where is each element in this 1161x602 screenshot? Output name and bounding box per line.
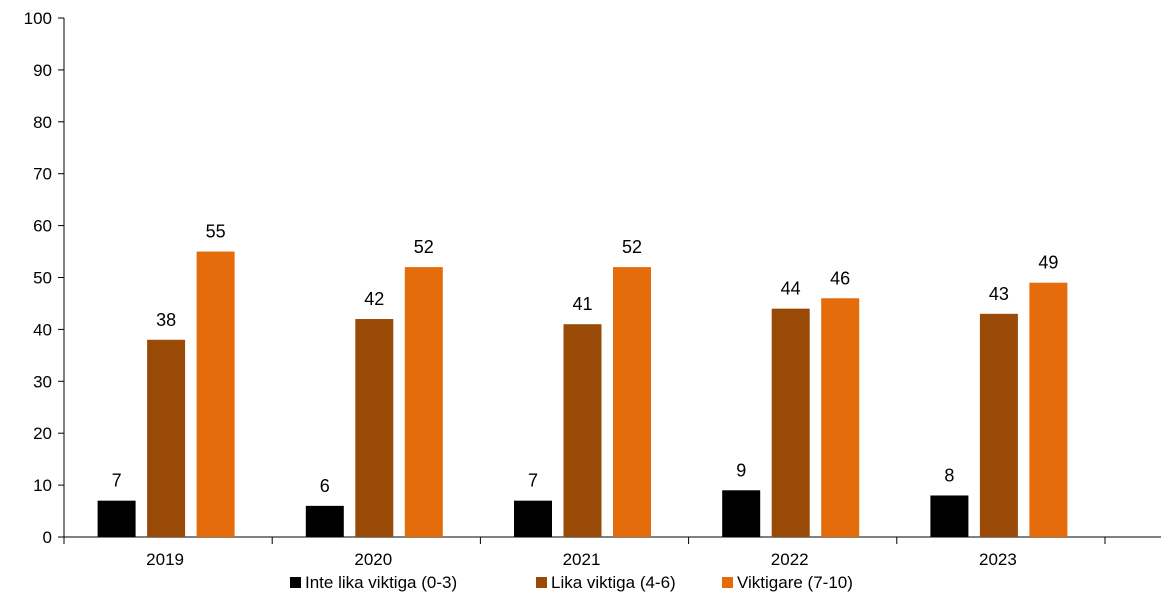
bar <box>147 339 186 537</box>
legend-swatch <box>290 577 301 588</box>
x-tick-label: 2022 <box>771 550 809 569</box>
y-tick-label: 50 <box>33 269 52 288</box>
bar <box>930 495 969 537</box>
data-label: 41 <box>572 294 592 314</box>
legend-swatch <box>536 577 547 588</box>
data-label: 52 <box>414 237 434 257</box>
bar <box>1029 282 1068 537</box>
data-label: 38 <box>156 310 176 330</box>
data-label: 8 <box>944 465 954 485</box>
y-tick-label: 20 <box>33 424 52 443</box>
data-label: 46 <box>830 268 850 288</box>
bar <box>821 298 860 537</box>
data-label: 7 <box>528 471 538 491</box>
y-tick-label: 80 <box>33 113 52 132</box>
y-tick-label: 30 <box>33 372 52 391</box>
data-label: 6 <box>320 476 330 496</box>
legend-label: Viktigare (7-10) <box>737 573 853 592</box>
data-label: 9 <box>736 460 746 480</box>
y-tick-label: 100 <box>24 9 52 28</box>
y-tick-label: 10 <box>33 476 52 495</box>
bars <box>97 251 1068 538</box>
legend-label: Inte lika viktiga (0-3) <box>305 573 457 592</box>
bar <box>563 324 602 537</box>
y-tick-label: 60 <box>33 217 52 236</box>
x-tick-label: 2021 <box>563 550 601 569</box>
bar <box>979 313 1018 537</box>
x-tick-label: 2019 <box>146 550 184 569</box>
data-label: 55 <box>206 222 226 242</box>
data-label: 7 <box>112 471 122 491</box>
bar <box>613 267 651 537</box>
data-label: 52 <box>622 237 642 257</box>
bar <box>722 490 761 537</box>
y-tick-label: 70 <box>33 165 52 184</box>
bar <box>196 251 235 538</box>
legend-label: Lika viktiga (4-6) <box>551 573 676 592</box>
bar <box>514 500 552 537</box>
y-tick-label: 0 <box>43 528 52 547</box>
bar <box>305 505 344 537</box>
data-label: 42 <box>364 289 384 309</box>
legend: Inte lika viktiga (0-3) Lika viktiga (4-6… <box>290 573 853 592</box>
x-tick-label: 2023 <box>979 550 1017 569</box>
x-tick-label: 2020 <box>354 550 392 569</box>
bar <box>404 267 443 537</box>
y-tick-label: 40 <box>33 320 52 339</box>
x-axis: 2019 2020 2021 2022 2023 <box>63 536 1161 569</box>
y-axis: 0 10 20 30 40 50 60 70 80 90 100 <box>24 9 65 547</box>
data-label: 49 <box>1038 253 1058 273</box>
bar <box>355 319 394 537</box>
bar <box>771 308 810 537</box>
bar <box>97 500 136 537</box>
legend-swatch <box>722 577 733 588</box>
y-tick-label: 90 <box>33 61 52 80</box>
data-labels: 7 38 55 6 42 52 7 41 52 9 44 46 8 43 49 <box>112 222 1059 496</box>
data-label: 43 <box>989 284 1009 304</box>
data-label: 44 <box>781 279 801 299</box>
